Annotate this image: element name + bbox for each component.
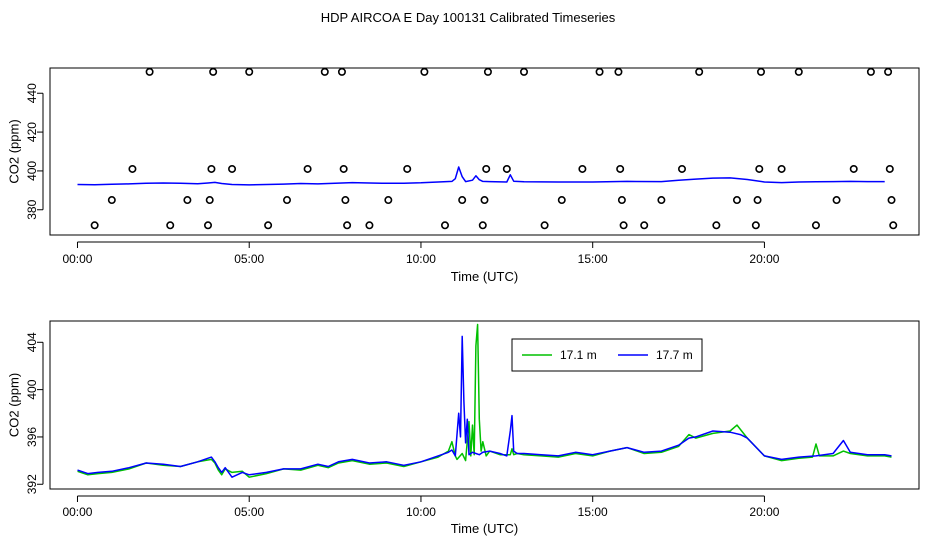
- data-point: [458, 196, 467, 205]
- data-point: [384, 196, 393, 205]
- data-point: [832, 196, 841, 205]
- data-point: [751, 221, 760, 230]
- data-point: [339, 164, 348, 173]
- data-point: [245, 68, 254, 76]
- data-point: [520, 68, 528, 76]
- data-point: [811, 221, 820, 230]
- y-tick-label: 396: [25, 427, 39, 447]
- data-point: [478, 221, 487, 230]
- data-point: [365, 221, 374, 230]
- data-point: [595, 68, 604, 76]
- x-tick-label: 05:00: [234, 252, 264, 266]
- data-point: [695, 68, 704, 76]
- data-point: [557, 196, 566, 205]
- legend: 17.1 m 17.7 m: [511, 338, 703, 372]
- data-point: [204, 221, 213, 230]
- legend-label: 17.7 m: [656, 348, 693, 362]
- x-tick-label: 20:00: [749, 505, 779, 519]
- y-tick-label: 440: [25, 83, 39, 103]
- data-point: [777, 164, 786, 173]
- data-point: [502, 164, 511, 173]
- y-tick-label: 404: [25, 332, 39, 352]
- x-tick-label: 15:00: [578, 505, 608, 519]
- x-tick-label: 20:00: [749, 252, 779, 266]
- data-point: [264, 221, 273, 230]
- y-tick-label: 380: [25, 199, 39, 219]
- data-point: [166, 221, 175, 230]
- data-point: [753, 196, 762, 205]
- data-point: [183, 196, 192, 205]
- data-point: [712, 221, 721, 230]
- data-point: [282, 196, 291, 205]
- data-point: [757, 68, 765, 76]
- x-tick-label: 00:00: [62, 252, 92, 266]
- data-point: [482, 164, 491, 173]
- data-point: [887, 196, 896, 205]
- data-point: [209, 68, 218, 76]
- data-point: [480, 196, 489, 205]
- y-tick-label: 420: [25, 122, 39, 142]
- data-point: [303, 164, 312, 173]
- data-point: [145, 68, 154, 76]
- data-point: [616, 164, 625, 173]
- x-tick-label: 00:00: [62, 505, 92, 519]
- y-tick-label: 392: [25, 474, 39, 494]
- data-point: [483, 68, 492, 76]
- data-point: [440, 221, 449, 230]
- plot-frame: [49, 67, 920, 236]
- y-axis-title: CO2 (ppm): [7, 119, 22, 183]
- data-point: [403, 164, 412, 173]
- data-point: [885, 164, 894, 173]
- data-point: [849, 164, 858, 173]
- x-axis-title: Time (UTC): [451, 269, 518, 284]
- data-point: [128, 164, 137, 173]
- data-point: [90, 221, 99, 230]
- plot-area: [77, 68, 898, 230]
- data-point: [320, 68, 329, 76]
- data-point: [617, 196, 626, 205]
- data-point: [540, 221, 549, 230]
- y-axis-title: CO2 (ppm): [7, 373, 22, 437]
- data-point: [866, 68, 875, 76]
- data-point: [343, 221, 352, 230]
- data-point: [420, 68, 429, 76]
- data-point: [640, 221, 649, 230]
- data-point: [884, 68, 893, 76]
- x-axis-title: Time (UTC): [451, 521, 518, 536]
- plot-area: [77, 323, 892, 478]
- x-tick-label: 15:00: [578, 252, 608, 266]
- data-point: [889, 221, 898, 230]
- data-point: [732, 196, 741, 205]
- data-point: [578, 164, 587, 173]
- data-point: [619, 221, 628, 230]
- data-point: [755, 164, 764, 173]
- plot-frame: [49, 320, 920, 490]
- x-tick-label: 10:00: [406, 252, 436, 266]
- x-tick-label: 10:00: [406, 505, 436, 519]
- y-tick-label: 400: [25, 379, 39, 399]
- data-point: [614, 68, 623, 76]
- data-point: [337, 68, 346, 76]
- series-line-17-1-m: [77, 323, 892, 478]
- legend-label: 17.1 m: [560, 348, 597, 362]
- data-point: [207, 164, 216, 173]
- upper-panel: 00:00 05:00 10:00 15:00 20:00 380 400 420 440 Tim…: [7, 67, 920, 284]
- figure-title: HDP AIRCOA E Day 100131 Calibrated Times…: [321, 10, 616, 25]
- data-point: [341, 196, 350, 205]
- data-point: [228, 164, 237, 173]
- x-tick-label: 05:00: [234, 505, 264, 519]
- data-point: [794, 68, 803, 76]
- y-tick-label: 400: [25, 161, 39, 181]
- series-line-0: [77, 166, 885, 186]
- data-point: [107, 196, 116, 205]
- data-point: [657, 196, 666, 205]
- data-point: [677, 164, 686, 173]
- lower-panel: 00:00 05:00 10:00 15:00 20:00 392 396 400 404 Tim…: [7, 320, 920, 536]
- series-line-17-7-m: [77, 335, 892, 478]
- data-point: [205, 196, 214, 205]
